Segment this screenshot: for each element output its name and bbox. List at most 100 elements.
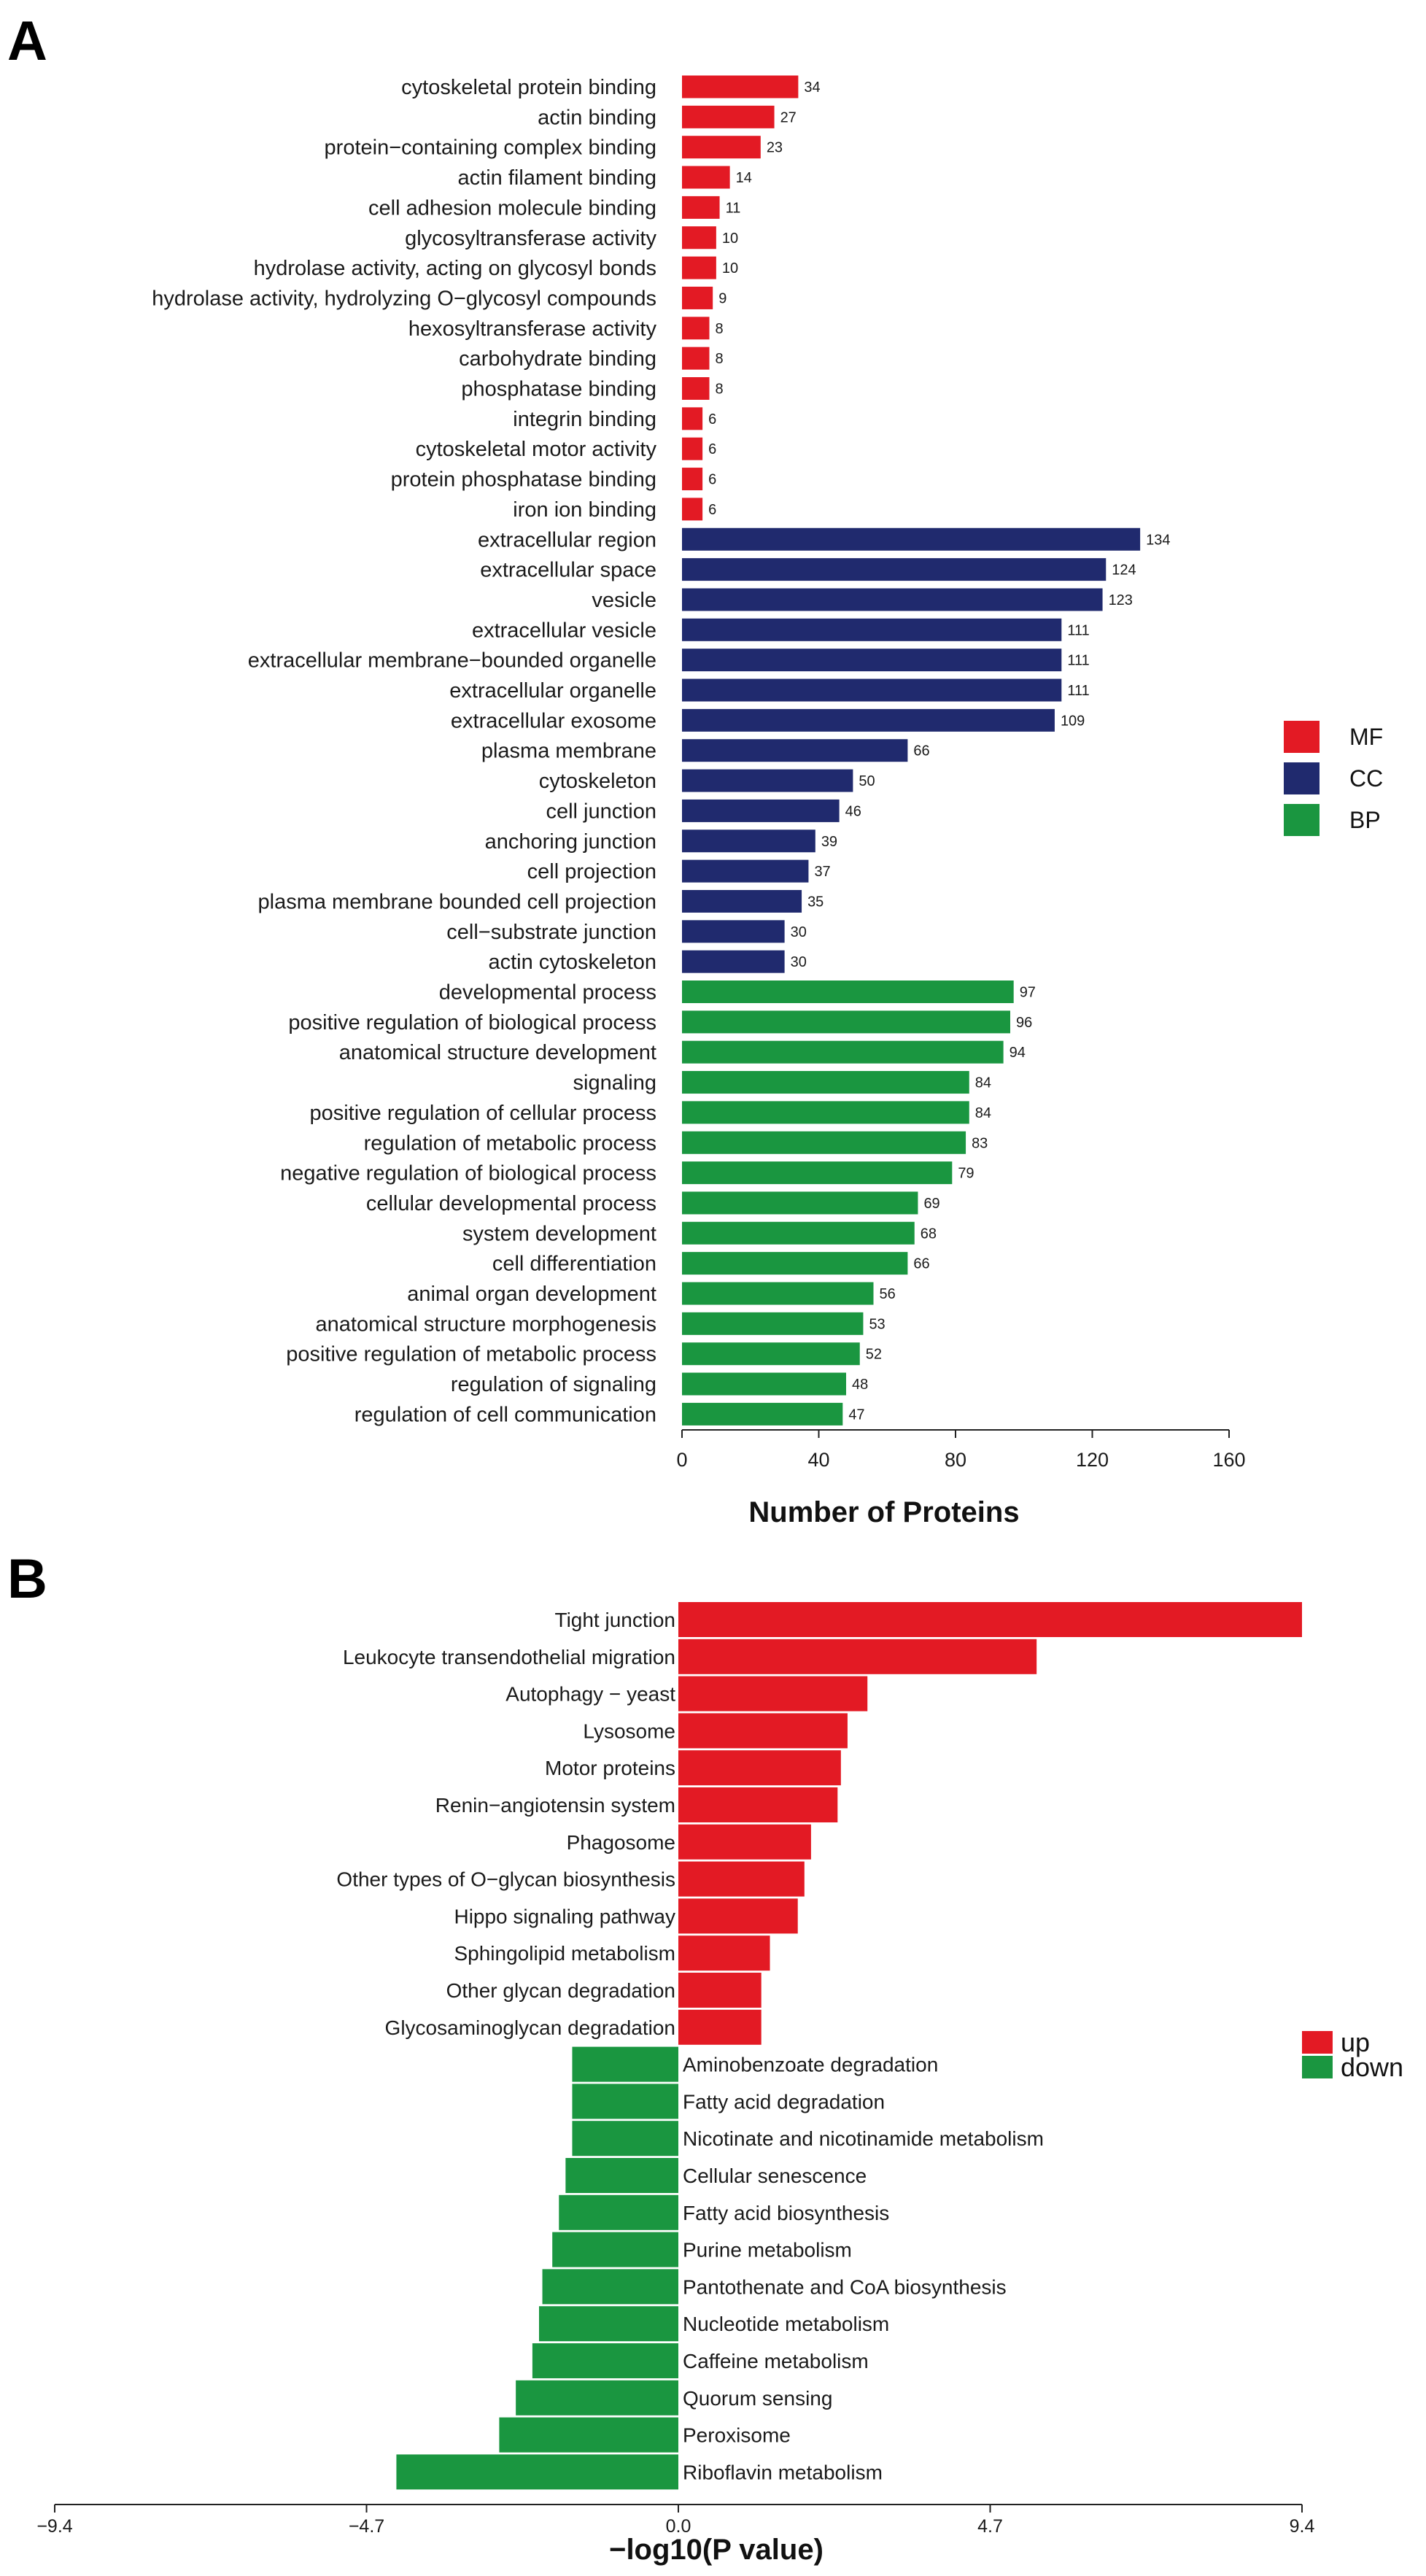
bar-glycosaminoglycan-degradation: [678, 2009, 762, 2045]
legend-swatch-down: [1302, 2056, 1333, 2078]
value-label-actin-cytoskeleton: 30: [791, 954, 807, 970]
value-label-hydrolase-activity-acting-on-glycosyl-bonds: 10: [722, 260, 738, 276]
legend-label-down: down: [1341, 2052, 1403, 2082]
panel-b-bars: [396, 1602, 1302, 2490]
value-label-cell-adhesion-molecule-binding: 11: [726, 200, 741, 216]
bar-renin-angiotensin-system: [678, 1787, 838, 1822]
category-label-extracellular-exosome: extracellular exosome: [451, 709, 656, 732]
category-label-regulation-of-signaling: regulation of signaling: [451, 1373, 656, 1396]
legend-label-up: up: [1341, 2027, 1370, 2057]
panel-a-value-labels: 3427231411101098886666134124123111111111…: [708, 80, 1170, 1423]
value-label-cell-projection: 37: [814, 864, 830, 880]
tick-label-80: 80: [945, 1449, 966, 1471]
category-label-regulation-of-cell-communication: regulation of cell communication: [354, 1403, 656, 1426]
value-label-extracellular-vesicle: 111: [1067, 622, 1089, 638]
category-label-hydrolase-activity-hydrolyzing-o-glycosyl-compounds: hydrolase activity, hydrolyzing O−glycos…: [152, 287, 656, 310]
value-label-cell-junction: 46: [845, 803, 861, 819]
bar-negative-regulation-of-biological-process: [682, 1161, 953, 1185]
category-label-extracellular-region: extracellular region: [478, 528, 656, 552]
bar-glycosyltransferase-activity: [682, 226, 716, 250]
bar-quorum-sensing: [516, 2380, 678, 2416]
value-label-hexosyltransferase-activity: 8: [716, 321, 724, 337]
value-label-extracellular-region: 134: [1146, 532, 1170, 548]
bar-cell-projection: [682, 859, 809, 883]
category-label-extracellular-membrane-bounded-organelle: extracellular membrane−bounded organelle: [248, 649, 656, 673]
value-label-negative-regulation-of-biological-process: 79: [958, 1166, 974, 1182]
bar-pantothenate-and-coa-biosynthesis: [542, 2269, 678, 2305]
category-label-extracellular-space: extracellular space: [480, 559, 656, 582]
panel-b-pathway-labels: Tight junction Leukocyte transendothelial…: [336, 1609, 1044, 2483]
pathway-label-quorum-sensing: Quorum sensing: [683, 2387, 832, 2410]
bar-cell-adhesion-molecule-binding: [682, 196, 720, 219]
pathway-label-aminobenzoate-degradation: Aminobenzoate degradation: [683, 2054, 938, 2076]
bar-protein-phosphatase-binding: [682, 468, 703, 491]
value-label-extracellular-space: 124: [1112, 562, 1136, 579]
category-label-cell-substrate-junction: cell−substrate junction: [446, 921, 656, 944]
pathway-label-nicotinate-and-nicotinamide-metabolism: Nicotinate and nicotinamide metabolism: [683, 2127, 1044, 2150]
category-label-plasma-membrane: plasma membrane: [481, 740, 656, 763]
bar-protein-containing-complex-binding: [682, 136, 761, 159]
category-label-actin-filament-binding: actin filament binding: [458, 166, 656, 190]
pathway-label-motor-proteins: Motor proteins: [545, 1757, 675, 1779]
value-label-protein-containing-complex-binding: 23: [767, 140, 783, 156]
panel-a-legend: MF CC BP: [1284, 721, 1383, 836]
bar-hydrolase-activity-hydrolyzing-o-glycosyl-compounds: [682, 286, 713, 309]
value-label-regulation-of-signaling: 48: [852, 1377, 868, 1393]
panel-b-x-axis: −9.4 −4.7 0.0 4.7 9.4: [36, 2504, 1314, 2537]
bar-other-glycan-degradation: [678, 1973, 762, 2008]
category-label-animal-organ-development: animal organ development: [407, 1283, 656, 1306]
value-label-hydrolase-activity-hydrolyzing-o-glycosyl-compounds: 9: [718, 290, 726, 306]
bar-actin-filament-binding: [682, 166, 730, 189]
bar-caffeine-metabolism: [532, 2343, 678, 2378]
value-label-actin-binding: 27: [780, 109, 797, 125]
bar-positive-regulation-of-cellular-process: [682, 1101, 969, 1124]
value-label-extracellular-organelle: 111: [1067, 683, 1089, 699]
panel-b-x-axis-title: −log10(P value): [609, 2534, 824, 2566]
panel-a-x-axis-title: Number of Proteins: [748, 1496, 1019, 1528]
pathway-label-glycosaminoglycan-degradation: Glycosaminoglycan degradation: [385, 2016, 675, 2039]
value-label-integrin-binding: 6: [708, 411, 716, 428]
category-label-cytoskeletal-motor-activity: cytoskeletal motor activity: [416, 438, 657, 461]
category-label-carbohydrate-binding: carbohydrate binding: [459, 347, 656, 371]
bar-nicotinate-and-nicotinamide-metabolism: [572, 2121, 678, 2157]
category-label-iron-ion-binding: iron ion binding: [513, 498, 656, 522]
bar-animal-organ-development: [682, 1282, 874, 1305]
bar-phagosome: [678, 1824, 811, 1860]
value-label-extracellular-membrane-bounded-organelle: 111: [1067, 653, 1089, 669]
value-label-signaling: 84: [975, 1075, 991, 1091]
bar-extracellular-space: [682, 558, 1107, 581]
value-label-protein-phosphatase-binding: 6: [708, 472, 716, 488]
panel-b-label: B: [7, 1548, 47, 1610]
value-label-system-development: 68: [921, 1226, 937, 1242]
category-label-anchoring-junction: anchoring junction: [485, 830, 656, 854]
panel-a-label: A: [7, 10, 47, 72]
pathway-label-hippo-signaling-pathway: Hippo signaling pathway: [454, 1905, 675, 1927]
legend-swatch-bp: [1284, 804, 1320, 836]
bar-iron-ion-binding: [682, 498, 703, 521]
category-label-positive-regulation-of-metabolic-process: positive regulation of metabolic process: [286, 1343, 656, 1366]
bar-carbohydrate-binding: [682, 347, 710, 370]
bar-phosphatase-binding: [682, 377, 710, 400]
legend-swatch-up: [1302, 2031, 1333, 2054]
pathway-label-leukocyte-transendothelial-migration: Leukocyte transendothelial migration: [343, 1646, 675, 1668]
bar-actin-binding: [682, 105, 775, 128]
pathway-label-tight-junction: Tight junction: [555, 1609, 676, 1631]
pathway-label-riboflavin-metabolism: Riboflavin metabolism: [683, 2461, 883, 2483]
pathway-label-sphingolipid-metabolism: Sphingolipid metabolism: [454, 1942, 675, 1965]
bar-nucleotide-metabolism: [538, 2306, 678, 2342]
value-label-cellular-developmental-process: 69: [923, 1196, 939, 1212]
category-label-negative-regulation-of-biological-process: negative regulation of biological proces…: [280, 1162, 656, 1185]
value-label-extracellular-exosome: 109: [1061, 713, 1085, 729]
legend-swatch-cc: [1284, 762, 1320, 794]
bar-vesicle: [682, 588, 1103, 611]
bar-peroxisome: [499, 2417, 678, 2453]
bar-actin-cytoskeleton: [682, 950, 785, 973]
value-label-vesicle: 123: [1109, 592, 1133, 608]
tick-label-40: 40: [807, 1449, 829, 1471]
panel-a-category-labels: cytoskeletal protein binding actin bindin…: [152, 76, 656, 1426]
category-label-cellular-developmental-process: cellular developmental process: [366, 1192, 656, 1215]
bar-cell-differentiation: [682, 1252, 908, 1275]
legend-label-mf: MF: [1349, 724, 1383, 750]
pathway-label-cellular-senescence: Cellular senescence: [683, 2165, 867, 2187]
